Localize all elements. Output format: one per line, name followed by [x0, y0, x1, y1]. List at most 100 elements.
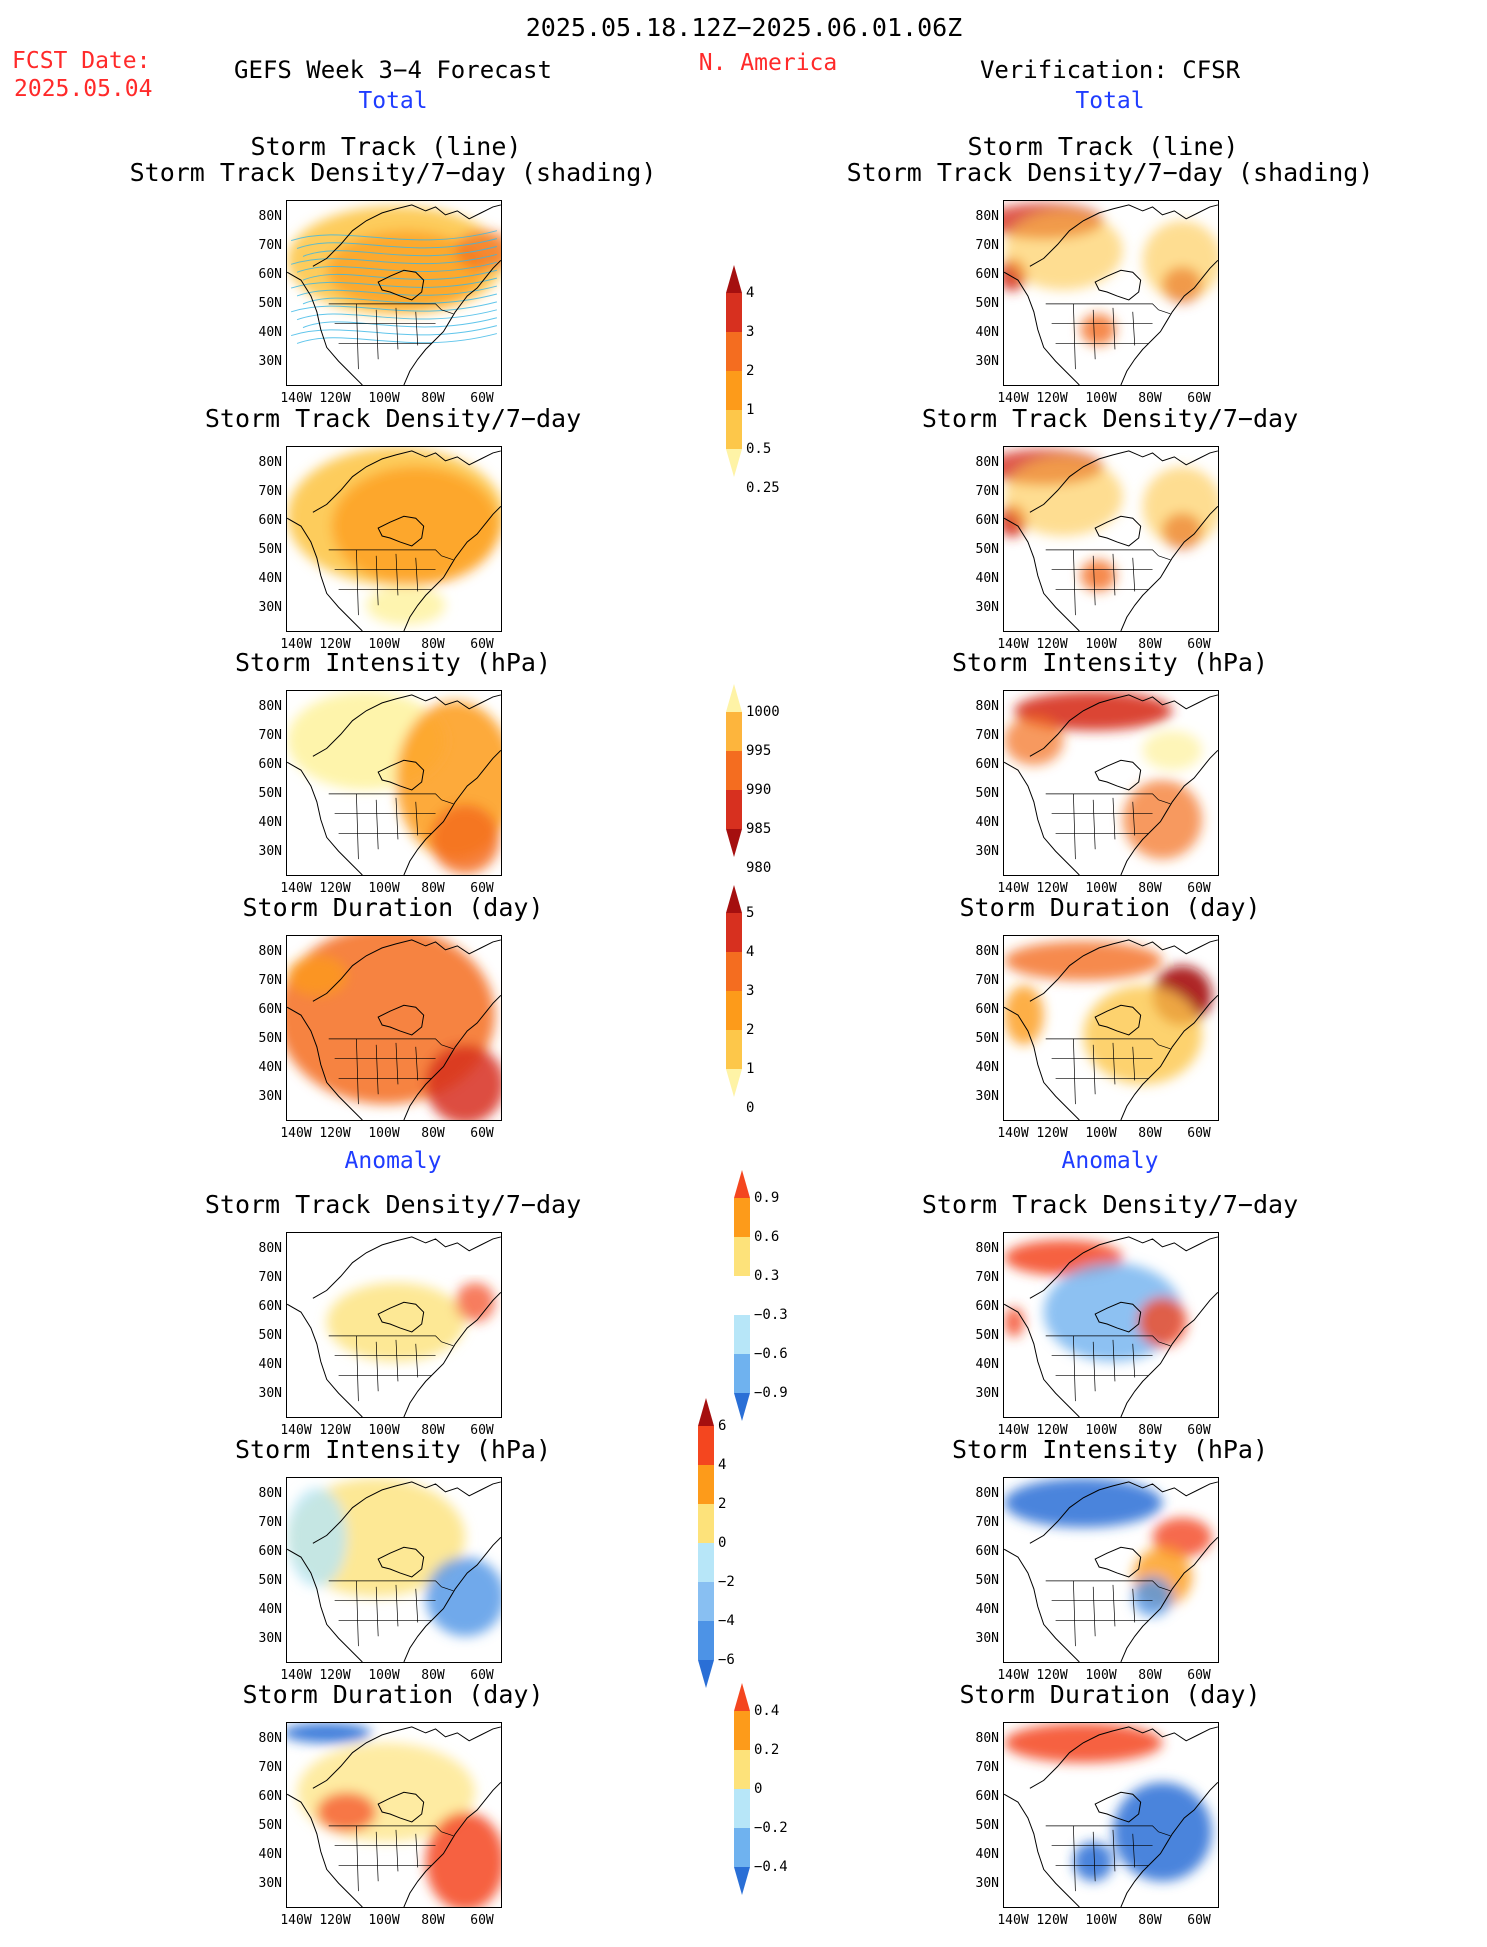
coastline: [1004, 1726, 1218, 1907]
colorbar-top-arrow: [726, 265, 742, 293]
lat-tick-label: 60N: [975, 757, 999, 772]
colorbar-label: −0.6: [754, 1346, 788, 1362]
lon-tick-label: 80W: [1138, 881, 1162, 896]
lon-tick-label: 80W: [1138, 1423, 1162, 1438]
colorbar-label: 0.4: [754, 1703, 780, 1719]
colorbar-label: 1: [746, 402, 755, 418]
lon-tick-label: 60W: [470, 1668, 494, 1683]
coastline: [1004, 204, 1218, 385]
lat-tick-label: 30N: [258, 1876, 282, 1891]
lat-tick-label: 40N: [258, 325, 282, 340]
colorbar-swatch: [734, 1828, 750, 1867]
storm-track-line: [302, 293, 498, 305]
lon-tick-label: 140W: [280, 637, 312, 652]
colorbar-swatch: [734, 1711, 750, 1750]
panel-title-density-anom-right: Storm Track Density/7−day: [921, 1190, 1299, 1219]
colorbar-label: 0: [754, 1781, 763, 1797]
colorbar-swatch: [726, 371, 742, 410]
lat-tick-label: 60N: [975, 1789, 999, 1804]
lon-tick-label: 140W: [997, 637, 1029, 652]
lat-tick-label: 80N: [975, 209, 999, 224]
panel-title-storm-track-density-shading-left: Storm Track Density/7−day (shading): [129, 158, 657, 187]
state-borders: [328, 1038, 454, 1105]
lon-tick-label: 100W: [1085, 637, 1117, 652]
colorbar-label: 6: [718, 1418, 727, 1434]
lon-tick-label: 140W: [280, 1126, 312, 1141]
state-borders: [1045, 793, 1171, 860]
colorbar-label: −6: [718, 1652, 735, 1668]
colorbar-label: 0.5: [746, 441, 772, 457]
lon-tick-label: 60W: [1187, 1913, 1211, 1928]
storm-track-line: [296, 309, 498, 321]
lon-tick-label: 120W: [319, 1913, 351, 1928]
lat-tick-label: 80N: [258, 209, 282, 224]
map-panel-1-left: 80N 70N 60N 50N 40N 30N 140W 120W 100W 80W 60W: [259, 200, 502, 405]
state-borders: [1045, 1580, 1171, 1647]
map-field: [286, 1232, 502, 1418]
lon-tick-label: 60W: [470, 391, 494, 406]
map-panel-7-right: 80N 70N 60N 50N 40N 30N 140W 120W 100W 80W 60W: [976, 1722, 1219, 1927]
map-panel-4-left: 80N 70N 60N 50N 40N 30N 140W 120W 100W 80W 60W: [259, 935, 502, 1140]
lat-tick-label: 30N: [258, 1631, 282, 1646]
lat-tick-label: 40N: [258, 1602, 282, 1617]
colorbar-swatch: [734, 1750, 750, 1789]
lon-tick-label: 100W: [1085, 1423, 1117, 1438]
lat-tick-label: 30N: [258, 1386, 282, 1401]
state-borders: [328, 793, 454, 860]
right-column-title: Verification: CFSR: [979, 56, 1241, 84]
map-panel-6-right: 80N 70N 60N 50N 40N 30N 140W 120W 100W 80W 60W: [976, 1477, 1219, 1682]
lat-tick-label: 70N: [975, 728, 999, 743]
colorbar-label: −0.2: [754, 1820, 788, 1836]
lat-tick-label: 80N: [975, 1486, 999, 1501]
lat-tick-label: 70N: [975, 1760, 999, 1775]
colorbar-label: 980: [746, 860, 772, 876]
colorbar-label: 2: [746, 1022, 755, 1038]
lat-tick-label: 60N: [975, 1299, 999, 1314]
map-field: [286, 200, 502, 386]
lon-tick-label: 80W: [1138, 391, 1162, 406]
state-borders: [328, 303, 454, 370]
state-borders: [328, 549, 454, 616]
colorbar-label: 0.6: [754, 1229, 780, 1245]
storm-track-line: [290, 230, 498, 242]
lat-tick-label: 80N: [975, 1241, 999, 1256]
lon-tick-label: 140W: [997, 1668, 1029, 1683]
storm-track-line: [296, 333, 498, 344]
lon-tick-label: 100W: [368, 391, 400, 406]
colorbar-bottom-arrow: [734, 1867, 750, 1895]
colorbar-label: 0.25: [746, 480, 780, 496]
colorbar-swatch: [734, 1354, 750, 1393]
lon-tick-label: 80W: [1138, 637, 1162, 652]
state-borders: [1045, 549, 1171, 616]
lon-tick-label: 60W: [470, 1423, 494, 1438]
colorbar-label: 990: [746, 782, 772, 798]
lon-tick-label: 100W: [368, 1668, 400, 1683]
lon-tick-label: 80W: [1138, 1126, 1162, 1141]
panel-title-duration-anom-right: Storm Duration (day): [959, 1680, 1261, 1709]
lon-tick-label: 120W: [1036, 1668, 1068, 1683]
lat-tick-label: 60N: [258, 513, 282, 528]
lat-tick-label: 80N: [258, 944, 282, 959]
lon-tick-label: 100W: [368, 1913, 400, 1928]
lat-tick-label: 30N: [975, 1876, 999, 1891]
colorbar-bottom-arrow: [698, 1660, 714, 1688]
lat-tick-label: 30N: [975, 1631, 999, 1646]
panel-title-density-anom-left: Storm Track Density/7−day: [204, 1190, 582, 1219]
colorbar-swatch: [726, 293, 742, 332]
lat-tick-label: 40N: [258, 571, 282, 586]
lat-tick-label: 50N: [975, 1573, 999, 1588]
coastline: [287, 1236, 501, 1417]
colorbar-top-arrow: [734, 1170, 750, 1198]
lat-tick-label: 60N: [258, 267, 282, 282]
lon-tick-label: 140W: [280, 881, 312, 896]
colorbar-label: 2: [718, 1496, 727, 1512]
lat-tick-label: 30N: [975, 600, 999, 615]
storm-track-line: [296, 238, 498, 249]
storm-track-line: [302, 269, 498, 281]
lon-tick-label: 100W: [368, 637, 400, 652]
lon-tick-label: 80W: [421, 1423, 445, 1438]
colorbar-label: −2: [718, 1574, 735, 1590]
colorbar-swatch: [698, 1426, 714, 1465]
left-total-label: Total: [358, 88, 428, 114]
lon-tick-label: 140W: [280, 1423, 312, 1438]
